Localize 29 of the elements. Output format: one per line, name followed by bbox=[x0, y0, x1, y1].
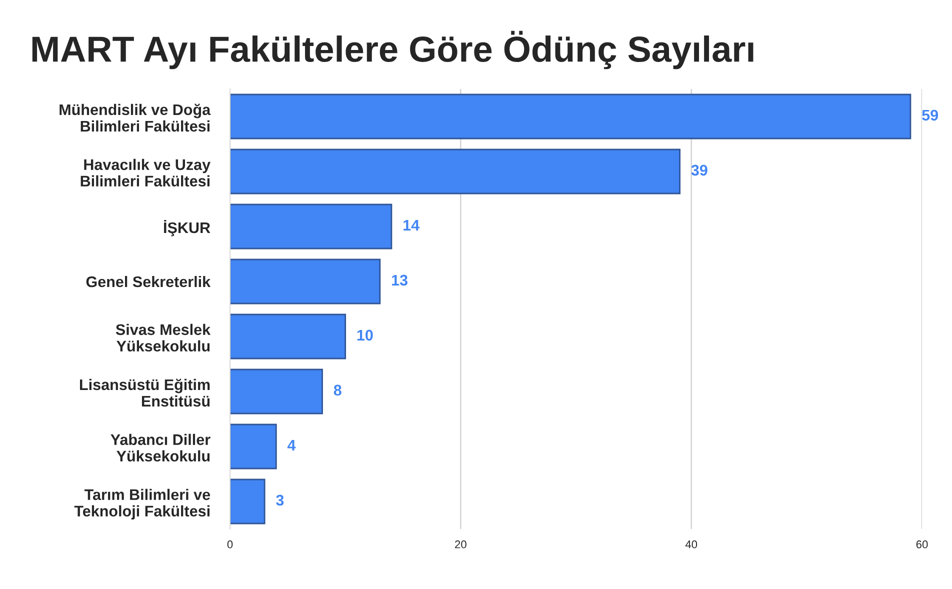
data-label: 3 bbox=[276, 494, 284, 506]
bar bbox=[230, 94, 912, 140]
y-tick-label: Havacılık ve Uzay Bilimleri Fakültesi bbox=[80, 158, 210, 187]
data-label: 13 bbox=[392, 274, 408, 286]
x-tick-label: 60 bbox=[916, 540, 928, 548]
y-tick-label: Tarım Bilimleri ve Teknoloji Fakültesi bbox=[74, 488, 210, 520]
chart-title: MART Ayı Fakültelere Göre Ödünç Sayıları bbox=[32, 30, 754, 70]
bar bbox=[230, 148, 680, 194]
data-label: 14 bbox=[404, 220, 420, 230]
data-label: 39 bbox=[691, 164, 708, 176]
x-tick-label: 40 bbox=[685, 540, 698, 548]
y-tick-label: İŞKUR bbox=[164, 220, 210, 236]
bar bbox=[230, 478, 266, 524]
data-label: 59 bbox=[922, 110, 938, 121]
y-tick-label: Yabancı Diller Yüksekokulu bbox=[110, 434, 210, 462]
bar bbox=[230, 314, 346, 360]
bar bbox=[230, 204, 392, 250]
y-tick-label: Lisansüstü Eğitim Enstitüsü bbox=[80, 378, 210, 407]
data-label: 10 bbox=[357, 330, 373, 341]
y-tick-label: Mühendislik ve Doğa Bilimleri Fakültesi bbox=[60, 104, 211, 132]
data-label: 8 bbox=[334, 384, 342, 396]
bar bbox=[230, 424, 277, 470]
bar bbox=[230, 368, 323, 414]
x-tick-label: 20 bbox=[455, 540, 466, 548]
data-label: 4 bbox=[287, 440, 296, 450]
y-tick-label: Sivas Meslek Yüksekokulu bbox=[116, 324, 211, 352]
y-tick-label: Genel Sekreterlik bbox=[86, 276, 211, 288]
x-tick-label: 0 bbox=[227, 540, 233, 548]
bar bbox=[230, 258, 381, 304]
